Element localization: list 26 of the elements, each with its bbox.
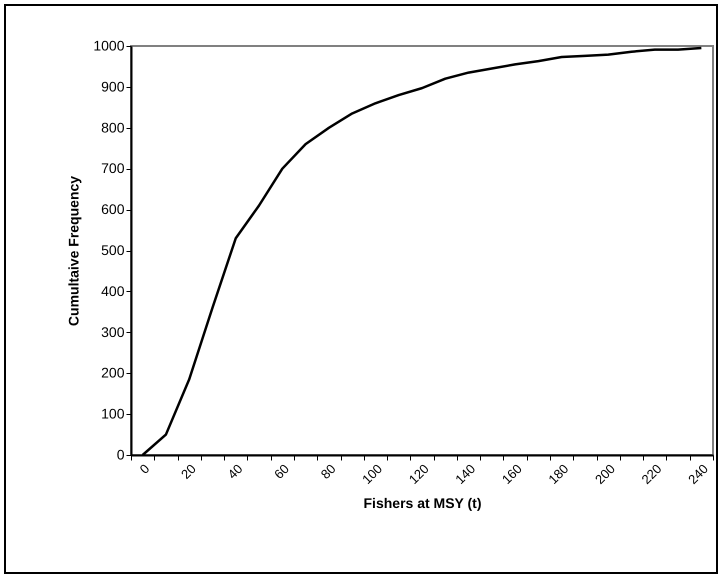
x-axis-title: Fishers at MSY (t)	[364, 495, 482, 512]
y-tick-label: 500	[101, 242, 125, 258]
x-tick-label: 160	[498, 461, 525, 488]
x-tick-label: 140	[452, 461, 478, 488]
x-tick-label: 60	[271, 461, 292, 482]
x-tick-label: 220	[638, 461, 664, 488]
y-tick-label: 100	[101, 406, 125, 422]
y-tick-label: 600	[101, 201, 125, 218]
y-tick-label: 1000	[93, 38, 125, 54]
x-tick-label: 240	[685, 461, 712, 488]
y-tick-label: 300	[101, 324, 125, 340]
x-tick-label: 200	[592, 461, 618, 488]
y-tick-label: 0	[116, 446, 125, 462]
x-tick-label: 180	[545, 461, 572, 488]
x-tick-label: 20	[178, 461, 199, 482]
x-tick-label: 0	[136, 461, 152, 477]
y-axis-title: Cumultaive Frequency	[65, 176, 82, 326]
x-tick-label: 40	[224, 461, 246, 482]
y-tick-label: 800	[101, 119, 125, 136]
y-tick-label: 400	[101, 282, 125, 299]
x-tick-label: 100	[359, 461, 386, 488]
y-tick-label: 700	[101, 160, 125, 176]
y-tick-label: 200	[101, 364, 125, 381]
x-tick-label: 80	[318, 461, 339, 482]
y-tick-label: 900	[101, 78, 125, 94]
x-tick-label: 120	[406, 461, 432, 488]
